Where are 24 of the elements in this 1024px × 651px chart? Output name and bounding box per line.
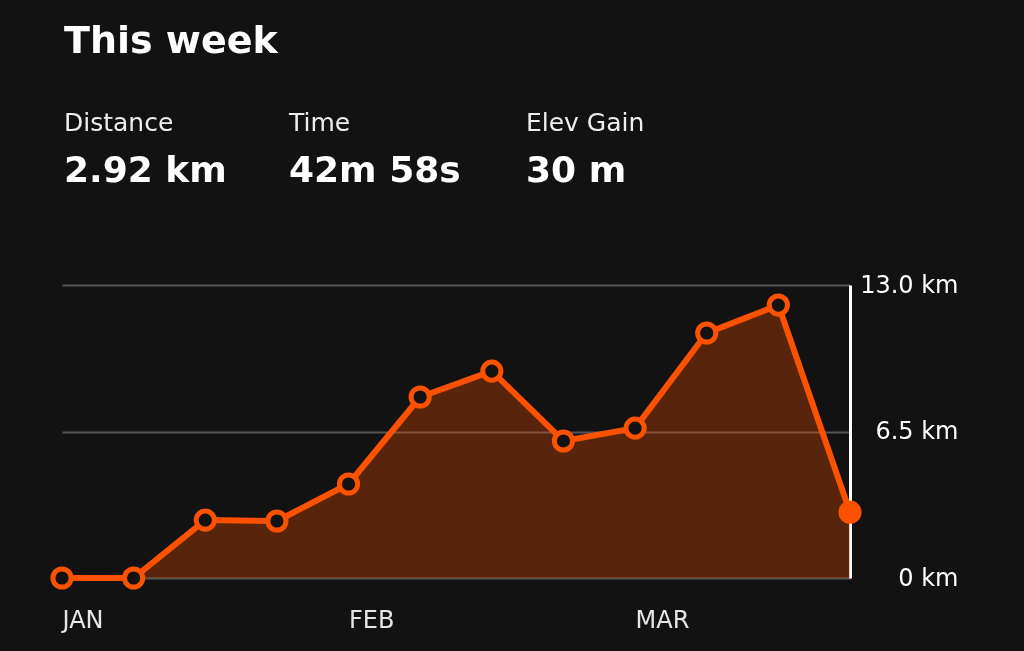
text: 2.92 km (64, 149, 227, 190)
text: 30 m (526, 149, 628, 190)
point (122, 566, 146, 590)
y-tick-label: 13.0 km (860, 270, 959, 299)
x-tick-label: FEB (349, 605, 395, 634)
point (408, 385, 432, 409)
text: Time (289, 108, 352, 137)
y-tick-label: 6.5 km (875, 417, 959, 445)
point (551, 429, 576, 453)
point (193, 508, 217, 532)
chart-title: This week (64, 18, 278, 62)
text: Elev Gain (526, 108, 645, 137)
text: 42m 58s (289, 149, 461, 190)
y-tick-label: 0 km (898, 563, 959, 592)
point (695, 321, 719, 345)
point (766, 293, 790, 317)
x-tick-label: MAR (635, 605, 690, 634)
point (480, 359, 504, 383)
point (50, 566, 74, 590)
point (265, 509, 289, 533)
point (623, 416, 647, 440)
text: Distance (64, 108, 175, 137)
x-tick-label: JAN (60, 605, 104, 634)
point (336, 472, 361, 496)
